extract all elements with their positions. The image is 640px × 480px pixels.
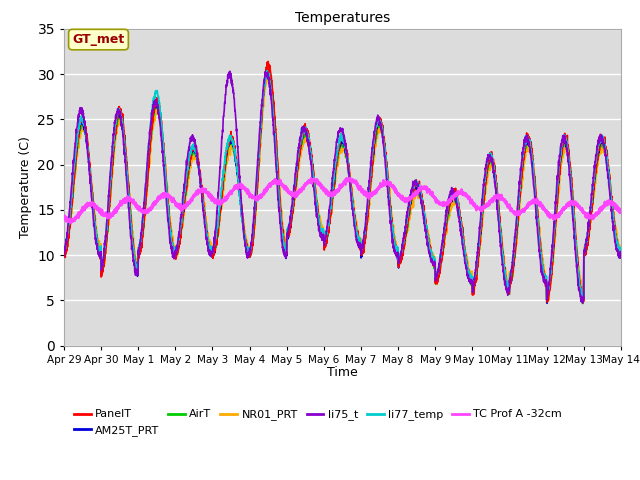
Legend: PanelT, AM25T_PRT, AirT, NR01_PRT, li75_t, li77_temp, TC Prof A -32cm: PanelT, AM25T_PRT, AirT, NR01_PRT, li75_… bbox=[70, 405, 566, 440]
Text: GT_met: GT_met bbox=[72, 33, 125, 46]
Title: Temperatures: Temperatures bbox=[295, 11, 390, 25]
Y-axis label: Temperature (C): Temperature (C) bbox=[19, 136, 32, 238]
X-axis label: Time: Time bbox=[327, 366, 358, 379]
